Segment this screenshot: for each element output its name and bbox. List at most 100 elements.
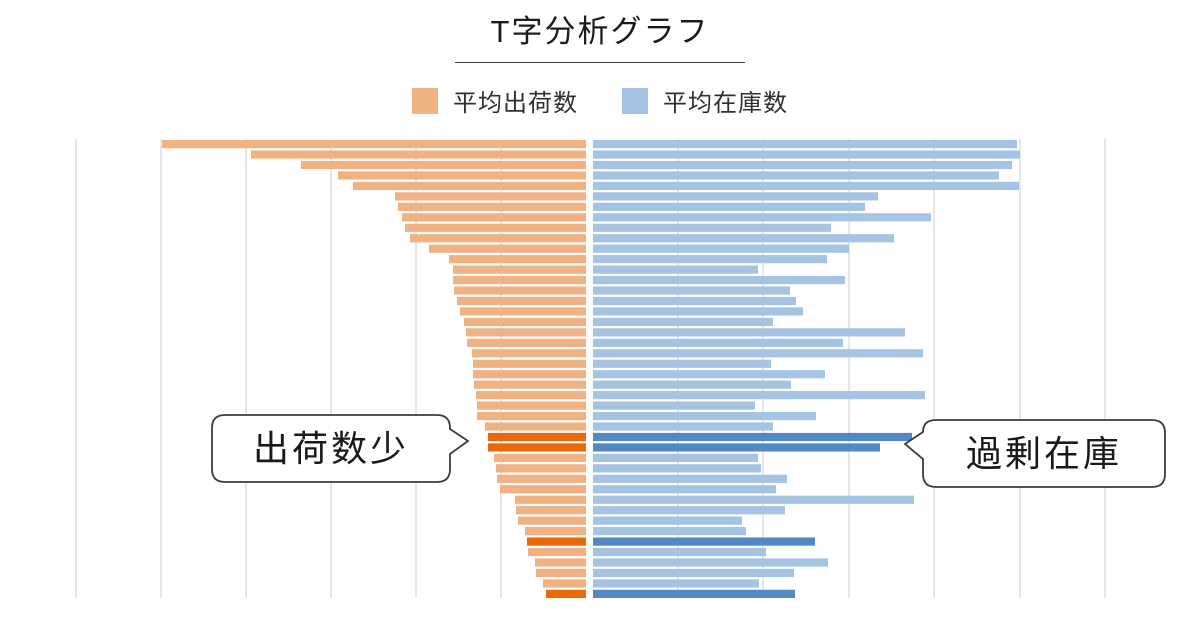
inventory-swatch-icon [622,87,648,114]
bar-shipment-row-28 [488,432,586,442]
bar-shipment-row-6 [398,202,586,211]
bar-shipment-row-13 [453,275,586,285]
bar-shipment-row-26 [477,411,586,421]
bar-inventory-row-8 [593,223,831,232]
bar-shipment-row-14 [454,286,586,295]
bar-shipment-row-42 [543,579,586,588]
legend-item-shipment: 平均出荷数 [412,83,578,118]
bars [162,140,1020,598]
bar-shipment-row-41 [536,568,586,578]
callout-left-label: 出荷数少 [253,428,409,469]
bar-shipment-row-32 [497,474,586,483]
bar-inventory-row-30 [593,453,758,462]
bar-shipment-row-12 [453,265,586,274]
chart-title-row: T字分析グラフ [0,6,1200,63]
bar-inventory-row-24 [593,391,925,400]
bar-shipment-row-16 [460,307,586,316]
bar-inventory-row-39 [593,547,766,557]
bar-inventory-row-20 [593,349,923,358]
bar-shipment-row-7 [402,213,586,222]
gridlines [75,139,1106,598]
callout-left-bubble [211,414,470,483]
legend-label-shipment: 平均出荷数 [453,90,578,117]
bar-shipment-row-29 [488,443,586,452]
bar-inventory-row-1 [593,150,1020,159]
bar-inventory-row-12 [593,265,758,274]
bar-shipment-row-25 [477,401,586,410]
bar-inventory-row-41 [593,568,794,578]
bar-inventory-row-32 [593,474,787,483]
bar-inventory-row-42 [593,579,759,588]
bar-shipment-row-30 [494,453,586,462]
bar-inventory-row-9 [593,234,894,243]
bar-inventory-row-40 [593,558,828,567]
bar-inventory-row-6 [593,202,865,211]
callout-right-excess-inventory: 過剰在庫 [903,419,1166,488]
bar-inventory-row-23 [593,380,791,389]
bar-inventory-row-11 [593,255,827,264]
bar-shipment-row-5 [395,192,586,201]
bar-inventory-row-25 [593,401,755,410]
bar-shipment-row-11 [449,255,586,264]
bar-shipment-row-34 [515,495,586,504]
bar-inventory-row-35 [593,506,785,515]
bar-inventory-row-36 [593,516,742,525]
bar-inventory-row-33 [593,485,776,494]
bar-inventory-row-3 [593,171,999,180]
bar-inventory-row-31 [593,464,761,473]
bar-shipment-row-38 [527,537,586,546]
bar-inventory-row-22 [593,370,825,379]
bar-inventory-row-4 [593,181,1019,191]
bar-inventory-row-26 [593,411,816,421]
bar-inventory-row-16 [593,307,803,316]
bar-shipment-row-10 [429,244,586,253]
bar-shipment-row-0 [162,140,586,149]
bar-shipment-row-31 [496,464,586,473]
callout-right-label: 過剰在庫 [966,433,1122,474]
bar-inventory-row-38 [593,537,815,546]
bar-shipment-row-39 [528,547,586,557]
bar-inventory-row-43 [593,589,795,598]
bar-inventory-row-34 [593,495,914,504]
shipment-swatch-icon [412,87,438,114]
bar-shipment-row-15 [457,296,586,306]
bar-shipment-row-24 [476,391,586,400]
bar-shipment-row-23 [474,380,586,389]
bar-inventory-row-21 [593,359,771,368]
bar-inventory-row-17 [593,317,773,327]
bar-shipment-row-4 [353,181,586,191]
bar-shipment-row-17 [464,317,586,327]
bar-inventory-row-7 [593,213,931,222]
bar-inventory-row-29 [593,443,880,452]
bar-shipment-row-40 [535,558,586,567]
bar-inventory-row-2 [593,160,1012,170]
bar-shipment-row-2 [301,160,586,170]
bar-inventory-row-13 [593,275,845,285]
bar-inventory-row-19 [593,338,843,347]
bar-shipment-row-37 [525,527,586,536]
bar-inventory-row-0 [593,140,1017,149]
bar-inventory-row-18 [593,328,905,337]
bar-shipment-row-8 [405,223,586,232]
bar-shipment-row-20 [472,349,586,358]
bar-inventory-row-14 [593,286,790,295]
bar-shipment-row-1 [251,150,586,159]
bar-shipment-row-33 [500,485,586,494]
legend-item-inventory: 平均在庫数 [622,83,788,118]
bar-shipment-row-19 [467,338,586,347]
bar-shipment-row-35 [516,506,586,515]
bar-inventory-row-28 [593,432,912,442]
bar-shipment-row-18 [466,328,586,337]
legend: 平均出荷数 平均在庫数 [0,83,1200,118]
bar-shipment-row-3 [338,171,586,180]
bar-shipment-row-22 [473,370,586,379]
legend-label-inventory: 平均在庫数 [663,90,788,117]
bar-inventory-row-5 [593,192,878,201]
bar-inventory-row-15 [593,296,796,306]
bar-inventory-row-37 [593,527,746,536]
bar-inventory-row-27 [593,422,773,431]
bar-shipment-row-36 [518,516,586,525]
bar-shipment-row-21 [473,359,586,368]
bar-shipment-row-43 [546,589,586,598]
